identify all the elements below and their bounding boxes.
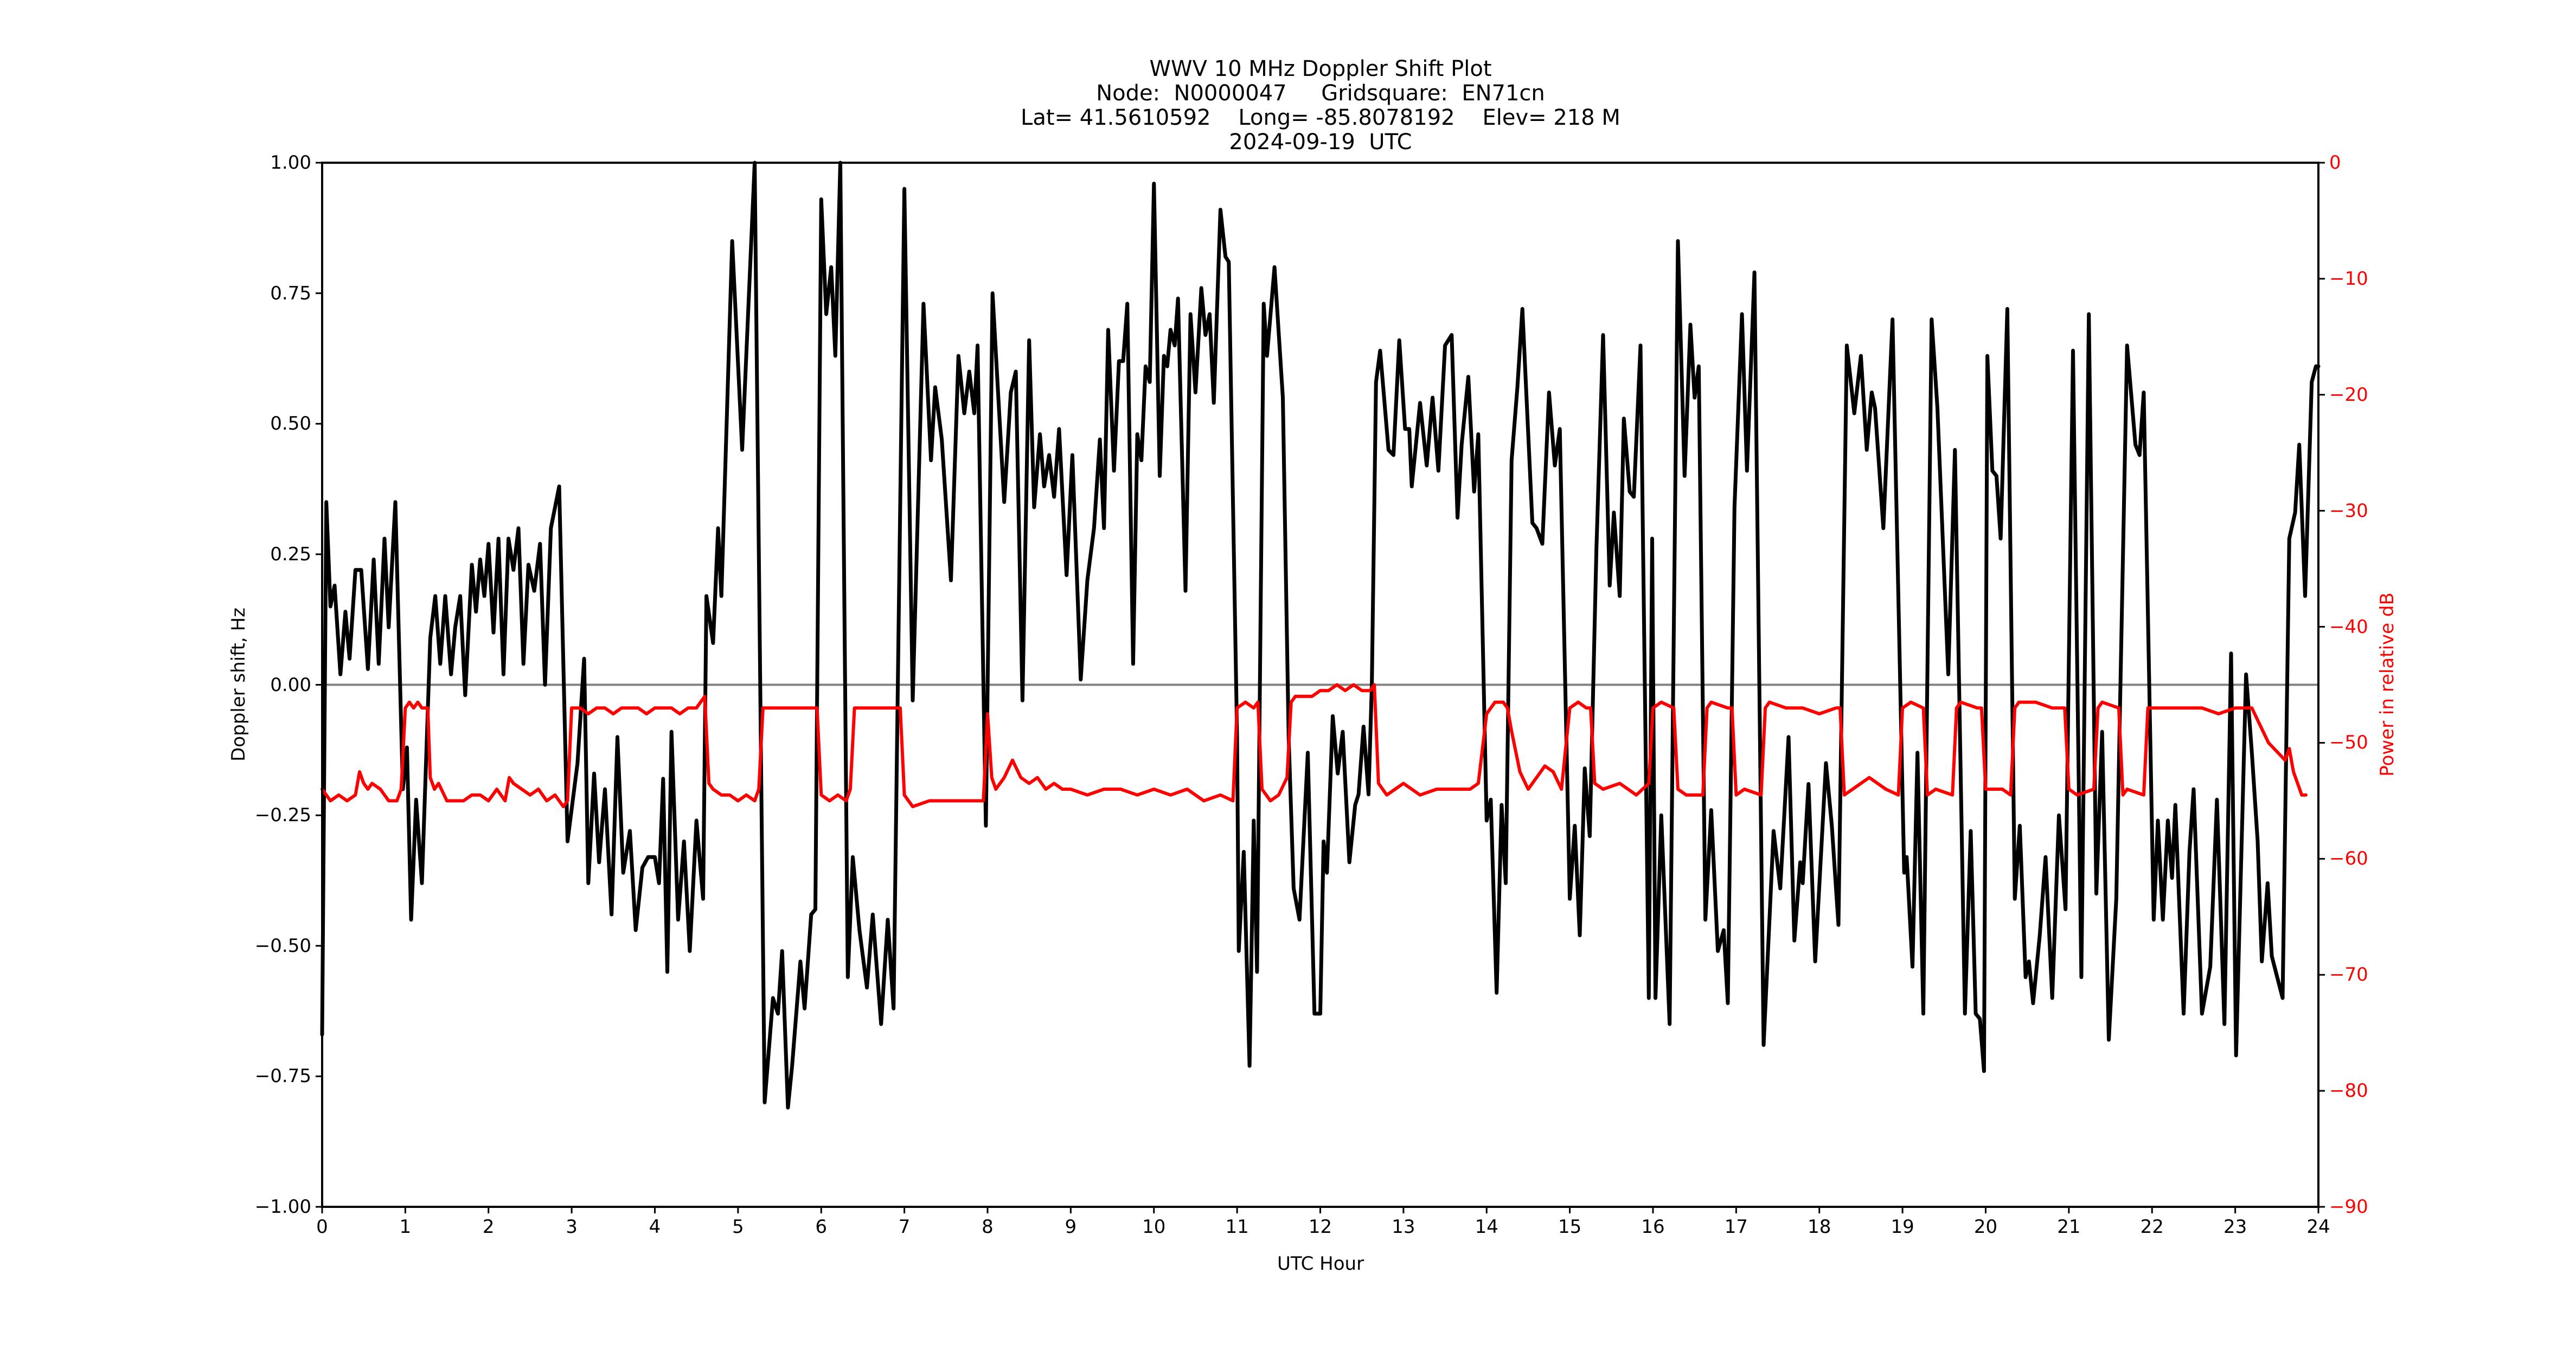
x-tick-label: 9	[1065, 1216, 1077, 1238]
x-tick-label: 12	[1308, 1216, 1332, 1238]
x-tick-label: 21	[2057, 1216, 2081, 1238]
x-tick-label: 3	[566, 1216, 578, 1238]
chart-title: WWV 10 MHz Doppler Shift Plot	[1149, 56, 1492, 81]
left-y-tick-label: −0.50	[254, 935, 311, 957]
x-tick-label: 24	[2306, 1216, 2330, 1238]
x-tick-label: 14	[1475, 1216, 1498, 1238]
x-tick-label: 1	[399, 1216, 412, 1238]
chart-subtitle-node: Node: N0000047 Gridsquare: EN71cn	[1096, 81, 1545, 106]
right-y-tick-label: −50	[2329, 732, 2368, 754]
right-y-tick-label: −70	[2329, 964, 2368, 986]
x-tick-label: 6	[815, 1216, 828, 1238]
right-y-tick-label: −40	[2329, 616, 2368, 638]
left-y-tick-label: 0.50	[270, 413, 311, 435]
x-tick-label: 15	[1558, 1216, 1582, 1238]
x-tick-label: 23	[2223, 1216, 2247, 1238]
left-y-tick-label: 0.75	[270, 282, 311, 304]
right-y-tick-label: 0	[2329, 152, 2341, 174]
right-y-tick-label: −20	[2329, 383, 2368, 406]
x-tick-label: 11	[1225, 1216, 1249, 1238]
x-axis-label: UTC Hour	[1277, 1253, 1364, 1275]
doppler-series-line	[320, 161, 2321, 1110]
right-y-axis-label: Power in relative dB	[2376, 592, 2398, 777]
power-series-line	[321, 683, 2308, 809]
x-tick-label: 0	[316, 1216, 328, 1238]
x-tick-label: 22	[2140, 1216, 2164, 1238]
chart-subtitle-date: 2024-09-19 UTC	[1229, 130, 1412, 155]
x-tick-label: 2	[482, 1216, 495, 1238]
left-y-tick-label: −1.00	[254, 1196, 311, 1218]
left-y-tick-label: −0.25	[254, 804, 311, 827]
left-y-axis-label: Doppler shift, Hz	[228, 607, 249, 762]
right-y-tick-label: −60	[2329, 848, 2368, 870]
x-tick-label: 19	[1891, 1216, 1914, 1238]
x-tick-label: 18	[1808, 1216, 1831, 1238]
left-y-tick-label: −0.75	[254, 1065, 311, 1088]
right-y-tick-label: −30	[2329, 500, 2368, 522]
left-y-tick-label: 0.25	[270, 543, 311, 565]
right-y-tick-label: −10	[2329, 267, 2368, 290]
left-y-tick-label: 1.00	[270, 152, 311, 174]
x-tick-label: 8	[982, 1216, 994, 1238]
x-tick-label: 17	[1724, 1216, 1748, 1238]
x-tick-label: 10	[1142, 1216, 1166, 1238]
right-y-tick-label: −90	[2329, 1196, 2368, 1218]
left-y-tick-label: 0.00	[270, 674, 311, 696]
x-tick-label: 7	[898, 1216, 911, 1238]
x-tick-label: 4	[649, 1216, 661, 1238]
x-tick-label: 16	[1641, 1216, 1665, 1238]
x-tick-label: 5	[732, 1216, 744, 1238]
x-tick-label: 13	[1392, 1216, 1415, 1238]
right-y-tick-label: −80	[2329, 1080, 2368, 1102]
x-tick-label: 20	[1973, 1216, 1998, 1238]
chart-subtitle-location: Lat= 41.5610592 Long= -85.8078192 Elev= …	[1021, 105, 1620, 130]
